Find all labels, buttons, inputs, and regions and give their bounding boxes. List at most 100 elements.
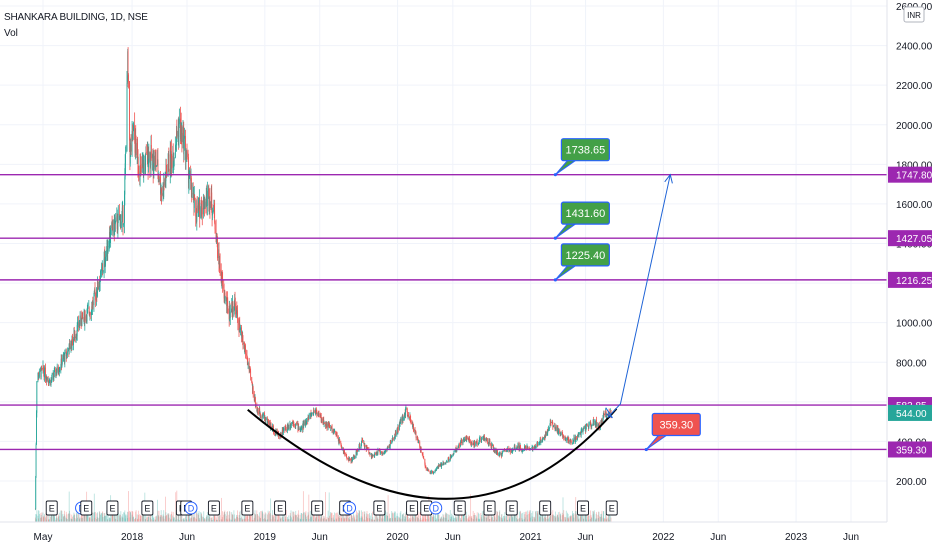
callout-box xyxy=(651,412,701,437)
volume-bar xyxy=(201,515,203,522)
volume-bar xyxy=(201,516,203,522)
volume-bar xyxy=(396,513,398,522)
volume-bar xyxy=(226,511,228,522)
volume-bar xyxy=(453,517,455,522)
volume-bar xyxy=(130,510,132,522)
dividend-event-marker[interactable]: D xyxy=(184,501,198,515)
candle-body xyxy=(510,450,512,453)
candle-body xyxy=(59,368,61,371)
volume-bar xyxy=(512,517,514,522)
candle-body xyxy=(288,427,290,429)
volume-bar xyxy=(432,514,434,522)
projection-arrow-line[interactable] xyxy=(607,174,671,419)
volume-bar xyxy=(329,515,330,522)
volume-bar xyxy=(402,514,404,522)
volume-bar xyxy=(264,512,266,522)
candle-body xyxy=(595,420,597,426)
earnings-marker-label: E xyxy=(423,504,429,514)
dividend-event-marker[interactable]: D xyxy=(429,501,443,515)
volume-bar xyxy=(66,518,68,522)
cup-pattern-curve[interactable] xyxy=(247,408,618,500)
volume-bar xyxy=(328,518,330,522)
price-callout[interactable]: 1738.65 xyxy=(553,138,610,177)
volume-bar xyxy=(560,519,562,522)
price-callout[interactable]: 1431.60 xyxy=(553,201,610,240)
earnings-event-marker[interactable]: E xyxy=(505,500,518,516)
volume-bar xyxy=(295,515,297,522)
volume-bar xyxy=(500,517,502,522)
earnings-event-marker[interactable]: E xyxy=(577,500,589,516)
volume-bar xyxy=(425,519,427,522)
volume-bar xyxy=(532,517,534,522)
price-callout[interactable]: 1225.40 xyxy=(553,243,610,282)
earnings-event-marker[interactable]: E xyxy=(274,500,287,516)
volume-bar xyxy=(541,510,543,522)
volume-bar xyxy=(518,517,520,522)
volume-bar xyxy=(158,516,160,522)
candle-body xyxy=(374,453,376,454)
candle-body xyxy=(241,327,242,337)
volume-bar xyxy=(152,512,154,522)
candle-body xyxy=(476,441,478,445)
earnings-event-marker[interactable]: E xyxy=(80,500,93,516)
volume-bar xyxy=(432,516,433,522)
volume-bar xyxy=(203,519,205,522)
volume-bar xyxy=(174,519,176,522)
volume-bar xyxy=(60,510,62,522)
earnings-event-marker[interactable]: E xyxy=(373,500,386,516)
volume-bar xyxy=(72,516,73,522)
candle-body xyxy=(443,462,445,465)
volume-bar xyxy=(321,511,322,522)
volume-bar xyxy=(488,512,489,522)
volume-bar xyxy=(275,510,277,522)
volume-bar xyxy=(580,515,582,522)
volume-bar xyxy=(253,517,255,522)
volume-bar xyxy=(191,510,193,522)
volume-bar xyxy=(565,517,567,522)
volume-bar xyxy=(129,512,131,522)
price-callout[interactable]: 359.30 xyxy=(644,412,701,452)
volume-bar xyxy=(292,519,293,522)
volume-bar xyxy=(417,514,419,522)
volume-bar xyxy=(90,510,92,522)
earnings-event-marker[interactable]: E xyxy=(207,500,220,516)
volume-bar xyxy=(97,518,99,522)
volume-bar xyxy=(400,511,402,522)
volume-bar xyxy=(480,517,482,522)
earnings-event-marker[interactable]: E xyxy=(605,500,618,516)
volume-bar xyxy=(46,515,48,522)
volume-bar xyxy=(350,513,352,522)
volume-bar xyxy=(514,513,516,522)
earnings-event-marker[interactable]: E xyxy=(241,500,254,516)
candle-body xyxy=(170,151,172,156)
volume-bar xyxy=(408,519,409,522)
volume-bar xyxy=(447,519,449,522)
volume-bar xyxy=(335,518,337,522)
volume-bar xyxy=(250,516,252,522)
volume-bar xyxy=(339,515,341,522)
volume-bar xyxy=(565,510,567,522)
earnings-event-marker[interactable]: E xyxy=(406,500,419,516)
volume-bar xyxy=(249,512,250,522)
candle-body xyxy=(492,445,493,447)
earnings-event-marker[interactable]: E xyxy=(483,500,496,516)
volume-bar xyxy=(130,512,132,522)
candle-body xyxy=(306,418,308,424)
candle-body xyxy=(36,412,37,445)
volume-bar xyxy=(290,515,292,522)
volume-bar xyxy=(346,512,348,522)
earnings-event-marker[interactable]: E xyxy=(453,500,466,516)
earnings-event-marker[interactable]: E xyxy=(311,500,324,516)
dividend-event-marker[interactable]: D xyxy=(343,501,357,515)
earnings-event-marker[interactable]: E xyxy=(539,500,552,516)
volume-bar xyxy=(74,517,76,522)
currency-badge[interactable]: INR xyxy=(903,6,925,23)
earnings-event-marker[interactable]: E xyxy=(106,500,119,516)
volume-bar xyxy=(53,514,54,522)
candle-body xyxy=(168,170,170,172)
earnings-event-marker[interactable]: E xyxy=(45,500,58,516)
earnings-event-marker[interactable]: E xyxy=(141,500,154,516)
volume-bar xyxy=(118,515,120,522)
